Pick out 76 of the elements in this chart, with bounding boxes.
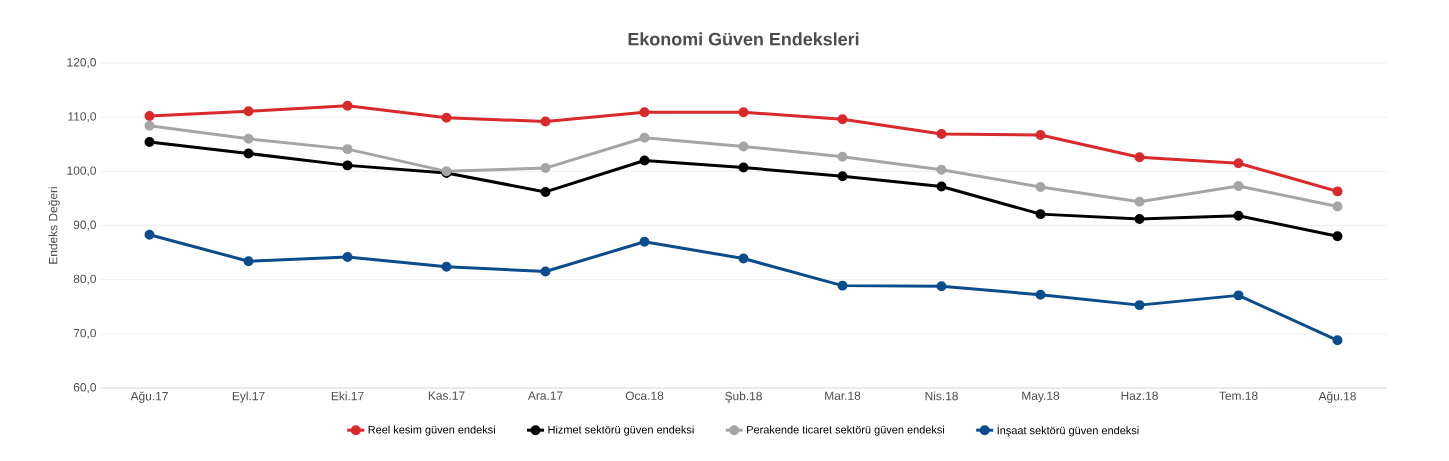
- x-tick-label: Haz.18: [1121, 391, 1158, 400]
- x-tick-label: Kas.17: [428, 391, 465, 400]
- point: [639, 236, 650, 247]
- point: [540, 266, 551, 277]
- chart-title: Ekonomi Güven Endeksleri: [628, 32, 859, 46]
- point: [738, 141, 749, 152]
- point: [1134, 152, 1145, 163]
- point: [1332, 201, 1343, 212]
- legend-label: Perakende ticaret sektörü güven endeksi: [747, 425, 945, 436]
- point: [540, 116, 551, 127]
- point: [1233, 158, 1244, 169]
- x-tick-label: Nis.18: [925, 391, 958, 401]
- point: [144, 120, 155, 131]
- point: [837, 151, 848, 162]
- point: [342, 251, 353, 262]
- point: [738, 162, 749, 173]
- point: [144, 111, 155, 122]
- point: [342, 160, 353, 171]
- x-tick-label: Tem.18: [1219, 391, 1258, 400]
- point: [1332, 335, 1343, 346]
- point: [1233, 210, 1244, 221]
- point: [837, 114, 848, 125]
- point: [936, 164, 947, 175]
- x-tick-label: Oca.18: [625, 391, 664, 400]
- point: [837, 280, 848, 291]
- point: [738, 107, 749, 118]
- point: [936, 281, 947, 292]
- point: [243, 106, 254, 117]
- point: [342, 100, 353, 111]
- point: [540, 163, 551, 174]
- point: [243, 148, 254, 159]
- point: [144, 229, 155, 240]
- point: [144, 137, 155, 148]
- y-tick-label: 80,0: [73, 274, 97, 285]
- y-tick-label: 120,0: [67, 58, 97, 68]
- x-tick-label: Şub.18: [725, 391, 762, 403]
- x-tick-label: Ağu.18: [1318, 391, 1356, 403]
- point: [243, 256, 254, 267]
- y-axis-title: Endeks Değeri: [48, 187, 60, 264]
- point: [1233, 290, 1244, 301]
- point: [1134, 214, 1145, 224]
- point: [1035, 289, 1046, 300]
- point: [1035, 130, 1046, 141]
- point: [243, 133, 254, 144]
- point: [837, 171, 848, 182]
- point: [1035, 182, 1046, 193]
- point: [936, 181, 947, 192]
- point: [1134, 196, 1145, 207]
- point: [441, 261, 452, 272]
- point: [639, 155, 650, 166]
- point: [1134, 300, 1145, 311]
- x-tick-label: Eyl.17: [232, 391, 265, 403]
- legend-label: Reel kesim güven endeksi: [368, 425, 495, 436]
- y-tick-label: 90,0: [73, 220, 97, 231]
- point: [1035, 209, 1046, 220]
- x-tick-label: May.18: [1022, 391, 1060, 403]
- x-tick-label: Mar.18: [825, 391, 861, 400]
- y-tick-label: 110,0: [68, 112, 97, 123]
- point: [342, 144, 353, 155]
- point: [738, 253, 749, 264]
- point: [1332, 186, 1343, 197]
- y-tick-label: 70,0: [73, 328, 97, 339]
- y-tick-label: 60,0: [73, 383, 97, 393]
- point: [1233, 180, 1244, 191]
- point: [1332, 231, 1343, 242]
- y-tick-label: 100,0: [67, 166, 97, 177]
- point: [639, 107, 650, 118]
- x-tick-label: Ara.17: [527, 391, 563, 400]
- legend-label: İnşaat sektörü güven endeksi: [997, 424, 1139, 437]
- point: [936, 128, 947, 139]
- legend-label: Hizmet sektörü güven endeksi: [548, 425, 694, 436]
- point: [540, 186, 551, 197]
- x-tick-label: Eki.17: [331, 391, 364, 401]
- point: [639, 132, 650, 143]
- x-tick-label: Ağu.17: [130, 391, 168, 403]
- point: [441, 112, 452, 123]
